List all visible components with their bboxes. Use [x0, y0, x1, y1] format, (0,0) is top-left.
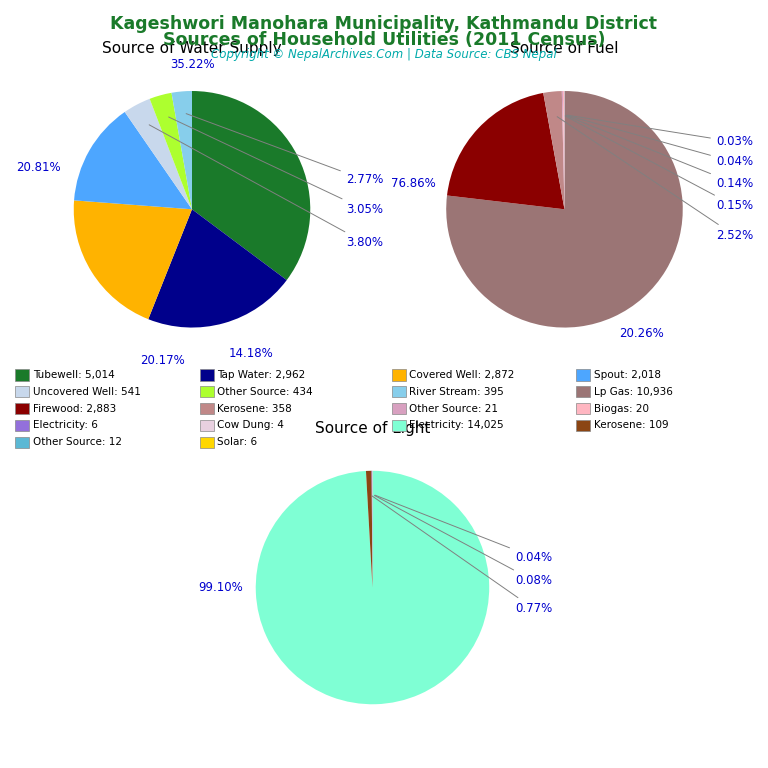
Text: 0.04%: 0.04%: [567, 115, 753, 168]
Wedge shape: [446, 91, 683, 327]
Text: Electricity: 6: Electricity: 6: [33, 420, 98, 431]
Text: Other Source: 12: Other Source: 12: [33, 437, 122, 448]
Text: Biogas: 20: Biogas: 20: [594, 403, 649, 414]
Text: 76.86%: 76.86%: [391, 177, 435, 190]
Wedge shape: [192, 91, 310, 280]
Wedge shape: [563, 91, 564, 209]
Text: 0.03%: 0.03%: [567, 115, 753, 148]
Text: Cow Dung: 4: Cow Dung: 4: [217, 420, 284, 431]
Text: Tubewell: 5,014: Tubewell: 5,014: [33, 369, 114, 380]
Text: 20.81%: 20.81%: [16, 161, 61, 174]
Text: Spout: 2,018: Spout: 2,018: [594, 369, 660, 380]
Text: Copyright © NepalArchives.Com | Data Source: CBS Nepal: Copyright © NepalArchives.Com | Data Sou…: [211, 48, 557, 61]
Text: 2.77%: 2.77%: [186, 114, 383, 186]
Text: 0.15%: 0.15%: [565, 116, 753, 212]
Wedge shape: [543, 91, 564, 209]
Text: Electricity: 14,025: Electricity: 14,025: [409, 420, 504, 431]
Text: 0.08%: 0.08%: [375, 495, 552, 587]
Text: Sources of Household Utilities (2011 Census): Sources of Household Utilities (2011 Cen…: [163, 31, 605, 48]
Wedge shape: [74, 112, 192, 209]
Text: Uncovered Well: 541: Uncovered Well: 541: [33, 386, 141, 397]
Wedge shape: [74, 200, 192, 319]
Wedge shape: [150, 93, 192, 209]
Wedge shape: [171, 91, 192, 209]
Title: Source of Light: Source of Light: [315, 422, 430, 436]
Text: Kerosene: 109: Kerosene: 109: [594, 420, 668, 431]
Text: Kageshwori Manohara Municipality, Kathmandu District: Kageshwori Manohara Municipality, Kathma…: [111, 15, 657, 33]
Text: 99.10%: 99.10%: [198, 581, 243, 594]
Text: 3.05%: 3.05%: [169, 117, 382, 216]
Title: Source of Water Supply: Source of Water Supply: [102, 41, 282, 56]
Text: 3.80%: 3.80%: [149, 125, 382, 249]
Text: 0.77%: 0.77%: [372, 496, 552, 615]
Text: Other Source: 434: Other Source: 434: [217, 386, 313, 397]
Text: Other Source: 21: Other Source: 21: [409, 403, 498, 414]
Text: Lp Gas: 10,936: Lp Gas: 10,936: [594, 386, 673, 397]
Text: 0.14%: 0.14%: [566, 116, 753, 190]
Text: Kerosene: 358: Kerosene: 358: [217, 403, 292, 414]
Text: 0.04%: 0.04%: [375, 495, 552, 564]
Wedge shape: [256, 471, 489, 704]
Text: River Stream: 395: River Stream: 395: [409, 386, 504, 397]
Text: 35.22%: 35.22%: [170, 58, 214, 71]
Text: 2.52%: 2.52%: [558, 117, 753, 242]
Text: Covered Well: 2,872: Covered Well: 2,872: [409, 369, 515, 380]
Title: Source of Fuel: Source of Fuel: [510, 41, 619, 56]
Text: Solar: 6: Solar: 6: [217, 437, 257, 448]
Text: 20.26%: 20.26%: [619, 327, 664, 340]
Text: Tap Water: 2,962: Tap Water: 2,962: [217, 369, 306, 380]
Wedge shape: [447, 93, 564, 209]
Text: 20.17%: 20.17%: [140, 354, 185, 367]
Wedge shape: [366, 471, 372, 588]
Text: Firewood: 2,883: Firewood: 2,883: [33, 403, 116, 414]
Wedge shape: [562, 91, 564, 209]
Wedge shape: [148, 209, 286, 327]
Wedge shape: [124, 99, 192, 209]
Text: 14.18%: 14.18%: [229, 347, 273, 360]
